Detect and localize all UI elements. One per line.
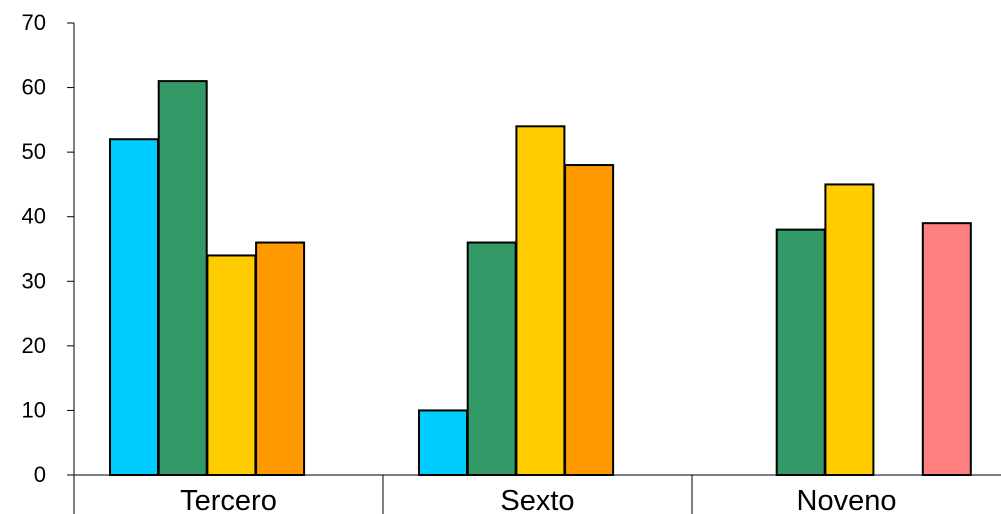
bar-sexto-series-3 bbox=[515, 125, 566, 476]
category-label-noveno: Noveno bbox=[797, 485, 897, 514]
y-tick-label: 60 bbox=[22, 75, 46, 100]
y-tick-label: 0 bbox=[34, 462, 46, 487]
bar-sexto-series-1 bbox=[418, 409, 468, 476]
y-tick-label: 40 bbox=[22, 204, 46, 229]
bar-tercero-series-4 bbox=[255, 241, 306, 476]
bars bbox=[109, 80, 972, 477]
bar-noveno-series-3 bbox=[824, 183, 875, 477]
category-label-sexto: Sexto bbox=[500, 485, 574, 514]
bar-tercero-series-3 bbox=[206, 254, 257, 476]
y-tick-label: 30 bbox=[22, 268, 46, 293]
y-tick-label: 10 bbox=[22, 397, 46, 422]
bar-noveno-series-5 bbox=[921, 222, 972, 476]
y-tick-label: 20 bbox=[22, 333, 46, 358]
bar-tercero-series-1 bbox=[109, 138, 159, 476]
y-tick-labels: 0 10 20 30 40 50 60 70 bbox=[22, 10, 46, 487]
y-tick-label: 70 bbox=[22, 10, 46, 35]
bar-noveno-series-2 bbox=[775, 228, 826, 476]
category-label-tercero: Tercero bbox=[180, 485, 277, 514]
bar-sexto-series-4 bbox=[564, 164, 615, 477]
bar-tercero-series-2 bbox=[157, 80, 208, 476]
bar-sexto-series-2 bbox=[466, 241, 517, 476]
category-labels: Tercero Sexto Noveno bbox=[180, 485, 896, 514]
y-tick-label: 50 bbox=[22, 139, 46, 164]
